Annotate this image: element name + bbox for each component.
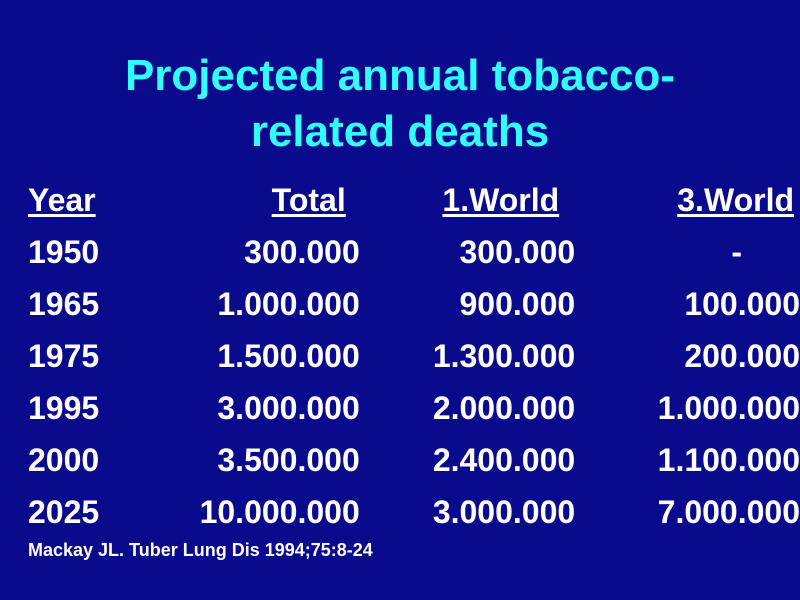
cell-third-world: 7.000.000 — [657, 493, 800, 530]
column-header-first-world: 1.World — [442, 181, 560, 218]
cell-first-world: 1.300.000 — [432, 337, 576, 374]
cell-third-world: - — [731, 233, 742, 270]
column-header-year: Year — [28, 181, 96, 218]
cell-third-world: 1.100.000 — [657, 441, 800, 478]
cell-total: 10.000.000 — [199, 493, 360, 530]
column-header-total: Total — [271, 181, 346, 218]
cell-year: 1965 — [28, 285, 100, 322]
table-header-row: Year Total 1.World 3.World — [22, 174, 800, 226]
title-line-1: Projected annual tobacco- — [124, 51, 676, 100]
cell-total: 300.000 — [244, 233, 360, 270]
table-row: 1975 1.500.000 1.300.000 200.000 — [22, 330, 800, 382]
source-citation: Mackay JL. Tuber Lung Dis 1994;75:8-24 — [28, 540, 373, 560]
cell-year: 2025 — [28, 493, 100, 530]
slide-title: Projected annual tobacco- related deaths — [0, 48, 800, 160]
cell-year: 1950 — [28, 233, 100, 270]
cell-total: 1.000.000 — [217, 285, 360, 322]
cell-first-world: 2.000.000 — [432, 389, 576, 426]
table-row: 2000 3.500.000 2.400.000 1.100.000 — [22, 434, 800, 486]
cell-year: 1995 — [28, 389, 100, 426]
cell-third-world: 200.000 — [684, 337, 800, 374]
cell-total: 1.500.000 — [217, 337, 360, 374]
cell-first-world: 300.000 — [459, 233, 576, 270]
table-row: 1950 300.000 300.000 - — [22, 226, 800, 278]
deaths-table: Year Total 1.World 3.World 1950 300.000 … — [22, 174, 800, 538]
cell-third-world: 100.000 — [684, 285, 800, 322]
cell-year: 2000 — [28, 441, 100, 478]
column-header-third-world: 3.World — [677, 181, 794, 218]
cell-first-world: 2.400.000 — [432, 441, 576, 478]
table-row: 1995 3.000.000 2.000.000 1.000.000 — [22, 382, 800, 434]
cell-third-world: 1.000.000 — [657, 389, 800, 426]
cell-first-world: 900.000 — [459, 285, 576, 322]
cell-total: 3.000.000 — [217, 389, 360, 426]
title-line-2: related deaths — [250, 107, 550, 156]
table-row: 2025 10.000.000 3.000.000 7.000.000 — [22, 486, 800, 538]
cell-year: 1975 — [28, 337, 100, 374]
cell-first-world: 3.000.000 — [432, 493, 576, 530]
table-row: 1965 1.000.000 900.000 100.000 — [22, 278, 800, 330]
cell-total: 3.500.000 — [217, 441, 360, 478]
